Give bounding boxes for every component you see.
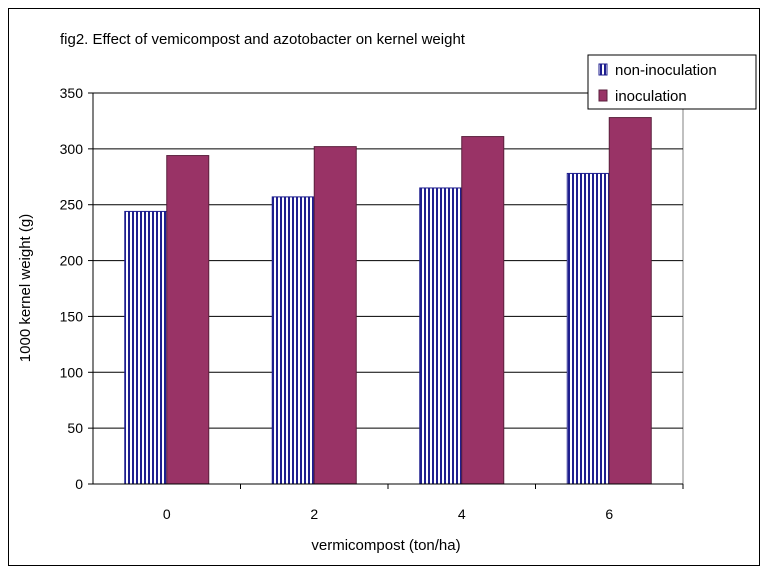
y-axis-ticks: 0 50 100 150 200 250 300 350 [60,85,93,492]
y-tick-label: 100 [60,364,84,380]
y-tick-label: 150 [60,308,84,324]
x-axis-label: vermicompost (ton/ha) [311,537,460,554]
y-tick-label: 350 [60,85,84,101]
x-tick-label: 2 [310,506,318,522]
legend-swatch-inoculation [598,89,608,102]
chart-title: fig2. Effect of vemicompost and azotobac… [60,31,466,48]
x-axis-ticks: 0 2 4 6 [163,484,684,522]
bar-non-inoculation-2 [271,196,315,485]
bar-inoculation-0 [166,155,210,485]
legend-label-non-inoculation: non-inoculation [615,62,717,79]
bar-non-inoculation-0 [124,210,168,485]
y-axis-label: 1000 kernel weight (g) [17,214,34,362]
legend-box [587,54,757,110]
bar-inoculation-6 [608,117,652,485]
x-tick-label: 0 [163,506,171,522]
y-tick-label: 200 [60,253,84,269]
bars [124,117,652,485]
legend-swatch-non-inoculation [598,63,608,76]
x-tick-label: 6 [605,506,613,522]
y-tick-label: 300 [60,141,84,157]
bar-non-inoculation-4 [419,187,463,485]
bar-non-inoculation-6 [566,172,610,485]
y-tick-label: 50 [67,420,83,436]
legend: non-inoculation inoculation [587,54,757,110]
y-tick-label: 250 [60,197,84,213]
bar-inoculation-4 [461,136,505,485]
x-tick-label: 4 [458,506,466,522]
legend-label-inoculation: inoculation [615,88,687,105]
y-tick-label: 0 [75,476,83,492]
bar-inoculation-2 [313,146,357,485]
